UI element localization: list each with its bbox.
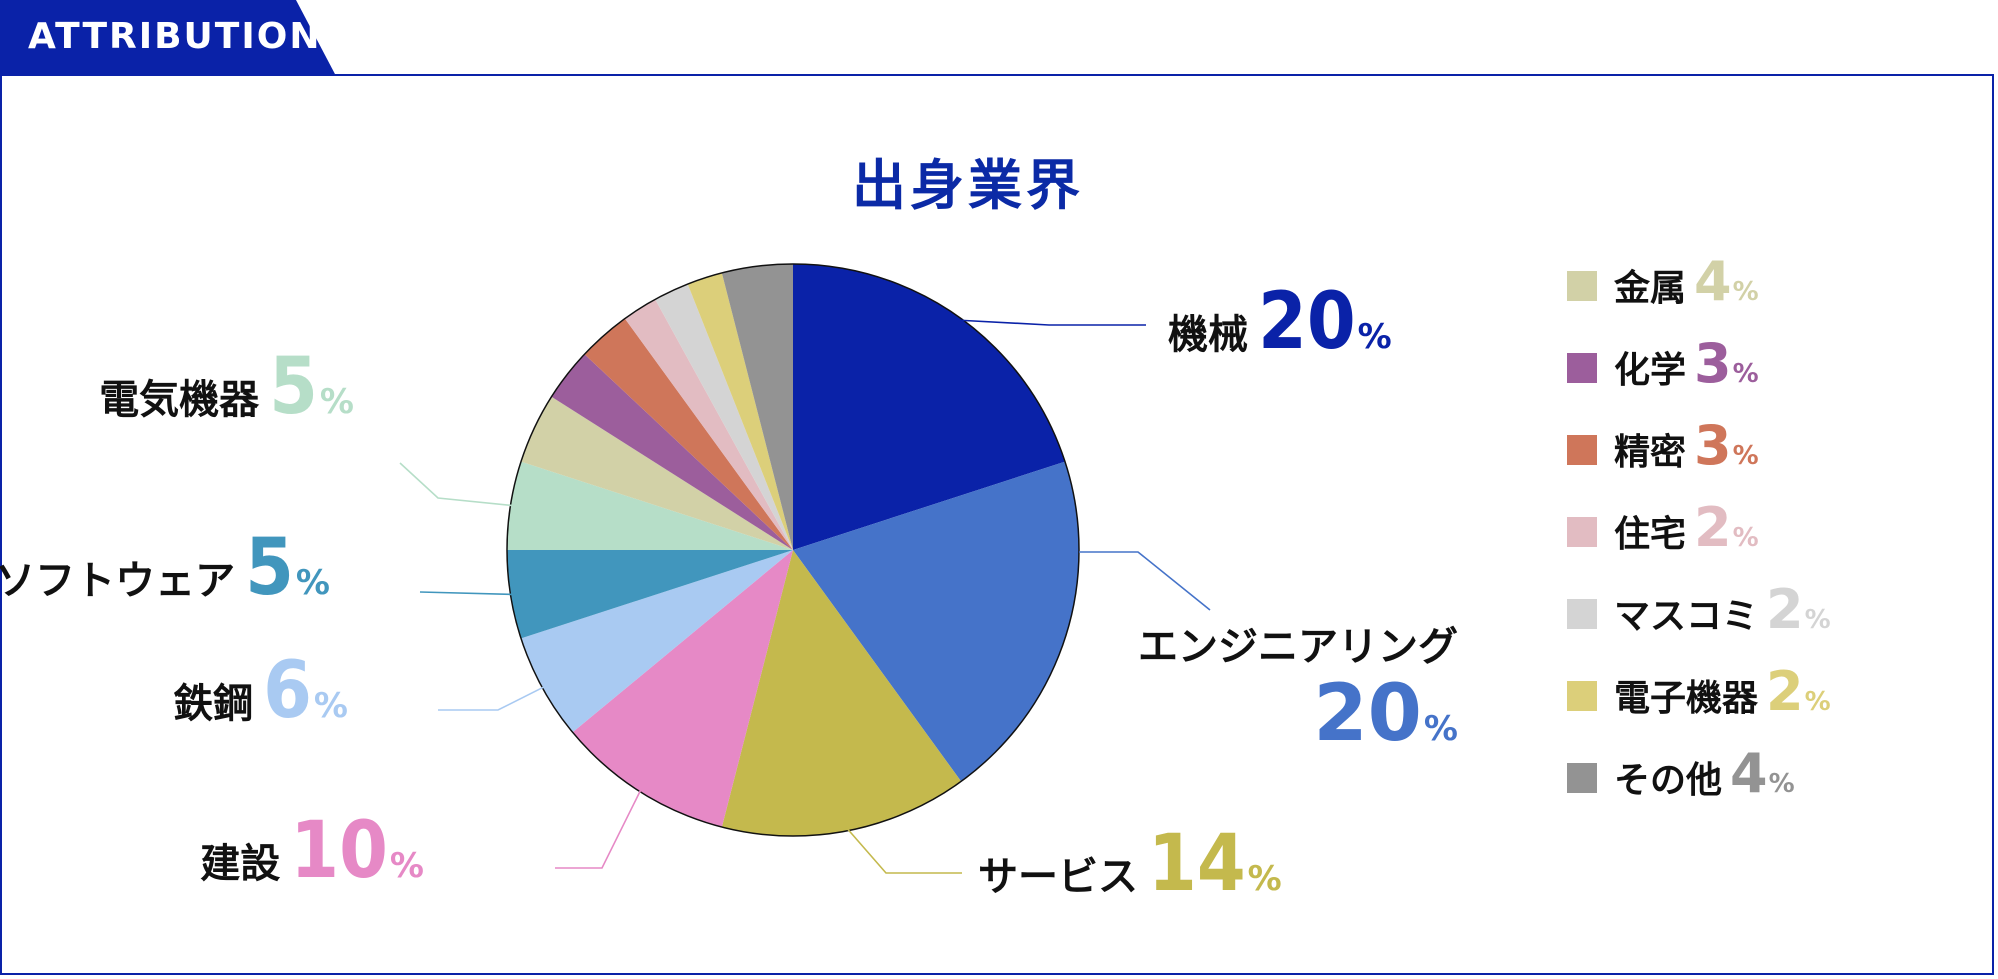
pie-slice-8: [551, 354, 793, 550]
pie-slice-10: [624, 299, 793, 550]
pie-slice-12: [687, 272, 793, 550]
callout-3-unit: %: [390, 846, 424, 886]
callout-5-leader: [419, 591, 513, 596]
pie-slice-6: [507, 461, 793, 550]
callout-2-name: サービス: [978, 854, 1138, 900]
section-tab: ATTRIBUTION: [0, 0, 340, 76]
callout-1-name: エンジニアリング: [1138, 624, 1458, 670]
legend-item-3-unit: %: [1733, 523, 1759, 553]
callout-1-label: エンジニアリング: [1138, 624, 1458, 670]
legend-item-1-value: 3: [1694, 332, 1732, 395]
legend-item-0-name: 金属: [1613, 267, 1686, 309]
legend-item-2-name: 精密: [1614, 431, 1686, 473]
callout-6-label: 電気機器 5%: [99, 342, 354, 432]
callout-3-label: 建設 10%: [200, 806, 424, 896]
legend-item-4-label: マスコミ 2%: [1614, 578, 1831, 641]
callout-2-value: 14: [1148, 819, 1246, 909]
legend-item-6-label: その他 4%: [1614, 742, 1795, 805]
callout-5-label: ソフトウェア 5%: [0, 523, 330, 613]
legend-item-4-name: マスコミ: [1614, 596, 1758, 637]
pie-slice-1: [793, 461, 1079, 782]
callout-4-name: 鉄鋼: [173, 681, 253, 727]
legend-item-2-unit: %: [1733, 441, 1759, 471]
section-tab-shape: [0, 0, 336, 76]
legend-item-2-label: 精密 3%: [1614, 414, 1759, 477]
legend-item-1-label: 化学 3%: [1614, 332, 1759, 395]
legend-item-0-unit: %: [1733, 277, 1759, 307]
pie-slice-13: [721, 264, 793, 550]
callout-2-unit: %: [1248, 859, 1282, 899]
pie-slice-11: [655, 284, 793, 550]
legend-item-0-label: 金属 4%: [1613, 250, 1759, 313]
callout-5-value: 5: [245, 523, 294, 613]
legend-item-6-value: 4: [1730, 742, 1768, 805]
legend-item-2-value: 3: [1694, 414, 1732, 477]
callout-6-unit: %: [320, 382, 354, 422]
callout-0-value: 20: [1258, 277, 1356, 367]
legend-item-3-swatch: [1567, 517, 1597, 547]
legend-item-0-value: 4: [1694, 250, 1732, 313]
callout-1-unit: %: [1424, 709, 1458, 749]
callout-6-leader: [399, 462, 513, 507]
section-tab-label: ATTRIBUTION: [28, 16, 322, 57]
callout-2-label: サービス 14%: [978, 819, 1282, 909]
legend-item-6-swatch: [1567, 763, 1597, 793]
callout-3-name: 建設: [200, 841, 280, 887]
legend-item-0-swatch: [1567, 271, 1597, 301]
legend-item-5-name: 電子機器: [1614, 678, 1759, 719]
callout-1-value-line: 20%: [1313, 669, 1458, 759]
pie-slice-0: [793, 264, 1066, 550]
legend-item-1-unit: %: [1733, 359, 1759, 389]
legend-item-5-unit: %: [1805, 687, 1831, 717]
callout-1-value: 20: [1313, 669, 1422, 759]
callout-0-label: 機械 20%: [1168, 277, 1392, 367]
legend-item-3-name: 住宅: [1614, 513, 1686, 555]
callout-0-leader: [959, 319, 1146, 326]
pie-slice-9: [584, 318, 793, 550]
legend-item-5-value: 2: [1766, 660, 1804, 723]
callout-3-value: 10: [290, 806, 388, 896]
legend-item-5-label: 電子機器 2%: [1614, 660, 1831, 723]
chart-frame: [0, 74, 1994, 975]
callout-4-value: 6: [263, 646, 312, 736]
pie-slice-3: [572, 550, 793, 828]
callout-4-unit: %: [314, 686, 348, 726]
legend-item-4-value: 2: [1766, 578, 1804, 641]
legend-item-2-swatch: [1567, 435, 1597, 465]
legend-item-1-name: 化学: [1614, 349, 1686, 391]
legend-item-1-swatch: [1567, 353, 1597, 383]
callout-6-name: 電気機器: [99, 377, 260, 423]
callout-1-leader: [1079, 551, 1211, 611]
callout-4-label: 鉄鋼 6%: [173, 646, 348, 736]
pie-outline: [506, 263, 1080, 837]
callout-3-leader: [555, 789, 642, 869]
legend-item-5-swatch: [1567, 681, 1597, 711]
pie-slice-4: [520, 550, 793, 733]
callout-6-value: 5: [269, 342, 318, 432]
callout-2-leader: [845, 826, 962, 874]
legend-item-4-unit: %: [1805, 605, 1831, 635]
legend-item-3-label: 住宅 2%: [1614, 496, 1759, 559]
chart-title: 出身業界: [852, 154, 1084, 217]
callout-4-leader: [438, 686, 545, 711]
callout-5-unit: %: [296, 563, 330, 603]
pie-slice-7: [520, 396, 793, 550]
callout-5-name: ソフトウェア: [0, 558, 235, 604]
legend-item-6-unit: %: [1769, 769, 1795, 799]
legend-item-6-name: その他: [1614, 760, 1722, 801]
pie-slice-5: [507, 550, 793, 639]
legend-item-4-swatch: [1567, 599, 1597, 629]
pie-slice-2: [721, 550, 962, 836]
callout-0-name: 機械: [1168, 312, 1248, 358]
callout-0-unit: %: [1358, 317, 1392, 357]
legend-item-3-value: 2: [1694, 496, 1732, 559]
